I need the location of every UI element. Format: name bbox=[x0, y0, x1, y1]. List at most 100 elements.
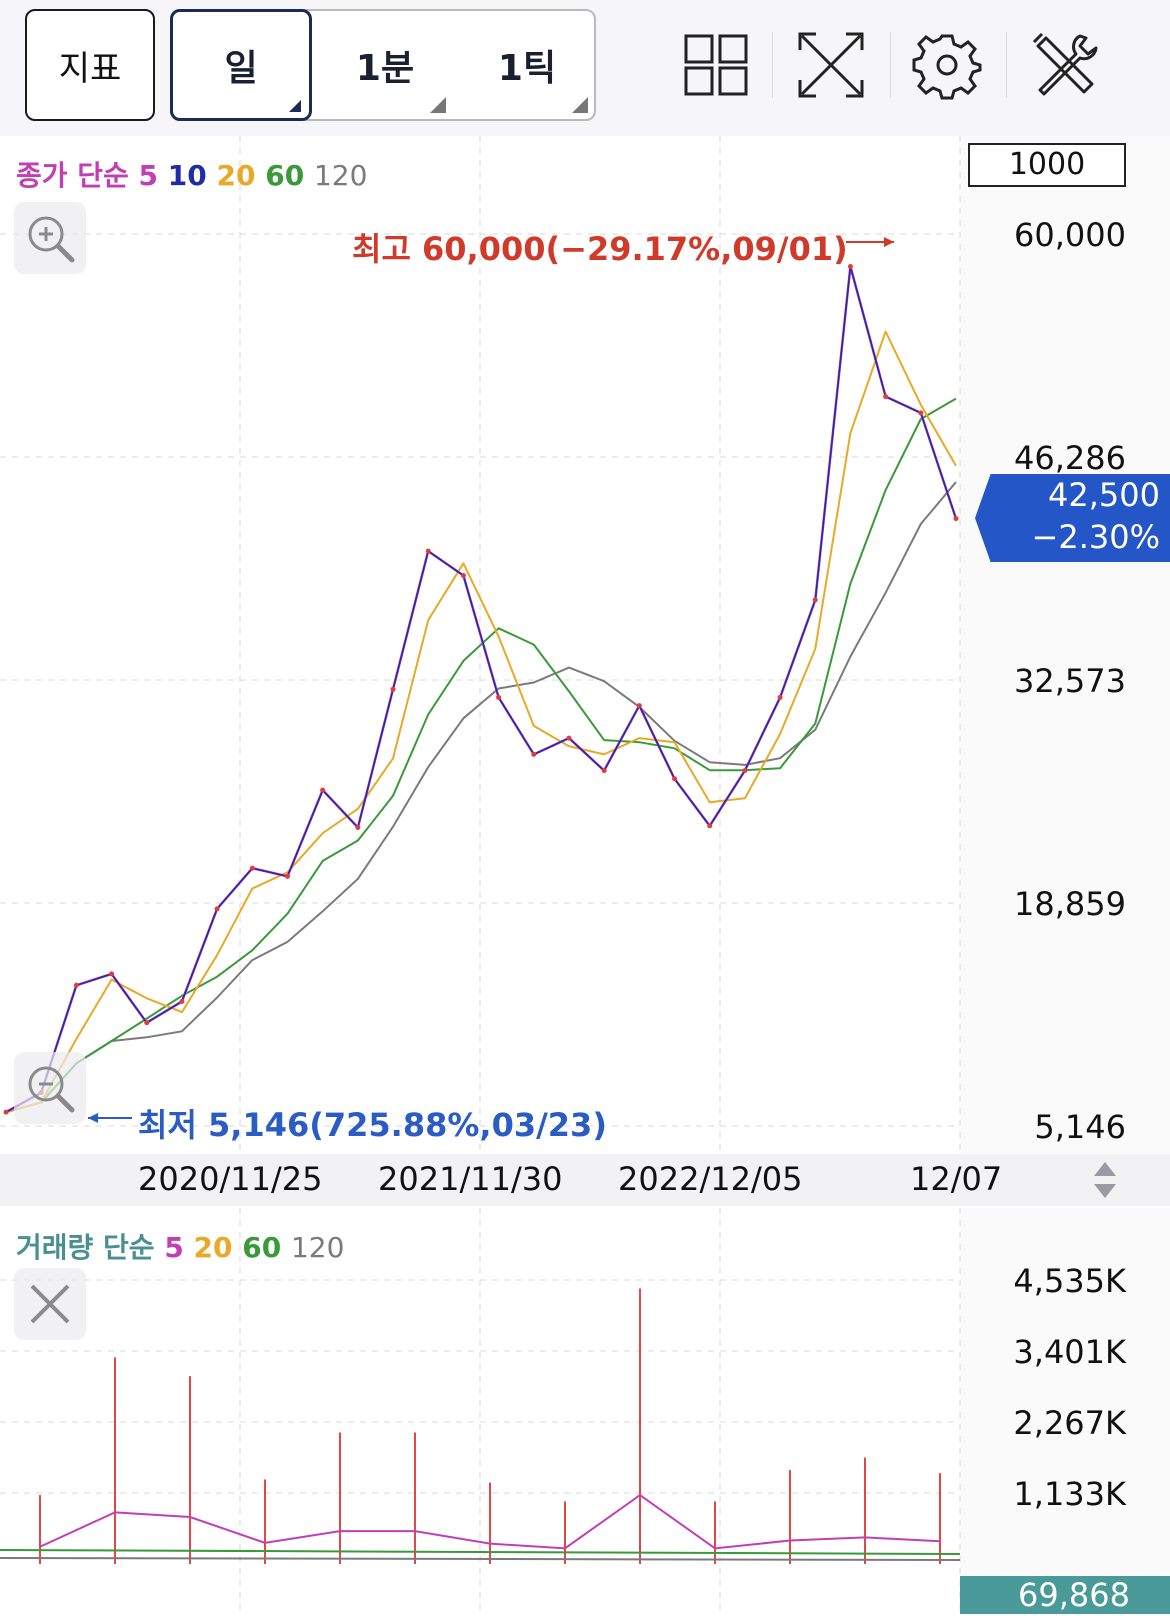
period-tab-label: 1분 bbox=[355, 48, 415, 89]
zoom-in-icon bbox=[28, 216, 75, 263]
price-point bbox=[953, 516, 959, 522]
legend-vol-ma20: 20 bbox=[193, 1231, 233, 1264]
y-tick-label: 2,267K bbox=[1013, 1404, 1127, 1442]
volume-ma-legend[interactable]: 거래량 단순 5 20 60 120 bbox=[16, 1226, 344, 1266]
toolbar-divider bbox=[1006, 32, 1007, 98]
price-point bbox=[460, 572, 466, 578]
legend-vol-ma60: 60 bbox=[242, 1231, 282, 1264]
layout-grid-icon[interactable] bbox=[682, 30, 752, 100]
price-point bbox=[320, 787, 326, 793]
period-dropdown-corner-icon bbox=[289, 100, 301, 112]
legend-ma10: 10 bbox=[167, 159, 207, 192]
price-point bbox=[284, 873, 290, 879]
price-point bbox=[636, 703, 642, 709]
y-tick-label: 46,286 bbox=[1014, 439, 1126, 477]
settings-gear-icon[interactable] bbox=[912, 30, 982, 100]
y-tick-label: 3,401K bbox=[1013, 1333, 1127, 1371]
y-tick-label: 5,146 bbox=[1034, 1108, 1126, 1146]
price-point bbox=[496, 694, 502, 700]
volume-chart[interactable]: 4,535K 3,401K 2,267K 1,133K bbox=[0, 1208, 1170, 1614]
price-point bbox=[601, 768, 607, 774]
legend-prefix: 종가 단순 bbox=[16, 159, 129, 192]
updown-arrow-icon[interactable] bbox=[1090, 1158, 1120, 1202]
price-point bbox=[566, 735, 572, 741]
price-point bbox=[531, 751, 537, 757]
high-price-annotation: 최고 60,000(−29.17%,09/01) bbox=[352, 230, 848, 268]
price-point bbox=[390, 686, 396, 692]
y-tick-label: 18,859 bbox=[1014, 885, 1126, 923]
zoom-out-icon bbox=[28, 1066, 75, 1113]
legend-ma5: 5 bbox=[138, 159, 159, 192]
ma10-line bbox=[5, 265, 957, 1113]
legend-ma120: 120 bbox=[313, 159, 368, 192]
price-series bbox=[3, 237, 959, 1123]
zoom-in-button[interactable] bbox=[14, 202, 86, 274]
price-point bbox=[883, 394, 889, 400]
price-point bbox=[777, 694, 783, 700]
date-tick-label: 2021/11/30 bbox=[378, 1160, 563, 1198]
price-point bbox=[249, 865, 255, 871]
period-dropdown-corner-icon bbox=[430, 97, 446, 113]
price-point bbox=[672, 776, 678, 782]
low-price-annotation: 최저 5,146(725.88%,03/23) bbox=[138, 1106, 607, 1144]
period-tab-label: 1틱 bbox=[497, 48, 557, 89]
legend-vol-ma5: 5 bbox=[164, 1231, 184, 1264]
toolbar: 지표 일 1분 1틱 bbox=[0, 0, 1170, 136]
price-point bbox=[742, 768, 748, 774]
period-tab-label: 일 bbox=[224, 48, 258, 89]
period-tab-day[interactable]: 일 bbox=[170, 9, 312, 121]
current-price-change: −2.30% bbox=[1031, 518, 1160, 556]
price-point bbox=[3, 1109, 9, 1115]
price-ma-legend[interactable]: 종가 단순 5 10 20 60 120 bbox=[16, 154, 367, 194]
date-tick-label: 2020/11/25 bbox=[138, 1160, 323, 1198]
indicator-button[interactable]: 지표 bbox=[25, 9, 155, 121]
fullscreen-icon[interactable] bbox=[796, 30, 866, 100]
y-tick-label: 4,535K bbox=[1013, 1262, 1127, 1300]
low-marker-arrow bbox=[88, 1113, 98, 1123]
indicator-button-label: 지표 bbox=[58, 48, 122, 89]
y-tick-label: 32,573 bbox=[1014, 662, 1126, 700]
price-point bbox=[179, 999, 185, 1005]
volume-grid: 4,535K 3,401K 2,267K 1,133K bbox=[0, 1208, 1127, 1614]
period-tab-tick[interactable]: 1틱 bbox=[456, 9, 598, 121]
price-point bbox=[73, 982, 79, 988]
volume-ma120-line bbox=[0, 1557, 961, 1561]
date-tick-label: 12/07 bbox=[910, 1160, 1003, 1198]
ma120-line bbox=[5, 481, 957, 1114]
date-axis[interactable]: 2020/11/25 2021/11/30 2022/12/05 12/07 bbox=[0, 1154, 1170, 1206]
close-icon bbox=[30, 1284, 70, 1324]
legend-ma60: 60 bbox=[265, 159, 305, 192]
close-volume-button[interactable] bbox=[14, 1268, 86, 1340]
price-point bbox=[144, 1020, 150, 1026]
count-value: 1000 bbox=[1008, 147, 1086, 182]
toolbar-divider bbox=[772, 32, 773, 98]
price-point bbox=[812, 597, 818, 603]
price-point bbox=[847, 264, 853, 270]
volume-series bbox=[0, 1288, 961, 1564]
price-point bbox=[355, 825, 361, 831]
current-price-value: 42,500 bbox=[1048, 476, 1160, 514]
period-dropdown-corner-icon bbox=[572, 97, 588, 113]
price-point bbox=[707, 823, 713, 829]
y-tick-label: 1,133K bbox=[1013, 1475, 1127, 1513]
ma5-line bbox=[5, 265, 958, 1114]
tools-icon[interactable] bbox=[1030, 30, 1100, 100]
count-input-box[interactable]: 1000 bbox=[968, 143, 1126, 187]
price-grid: 60,000 46,286 32,573 18,859 5,146 bbox=[0, 136, 1126, 1154]
ma60-line bbox=[5, 397, 957, 1114]
period-tab-minute[interactable]: 1분 bbox=[314, 9, 456, 121]
period-selector: 일 1분 1틱 bbox=[170, 9, 596, 121]
current-volume-badge: 69,868 bbox=[960, 1576, 1170, 1614]
volume-chart-panel[interactable]: 4,535K 3,401K 2,267K 1,133K 거래량 단순 5 20 60 … bbox=[0, 1208, 1170, 1614]
price-point bbox=[214, 906, 220, 912]
legend-ma20: 20 bbox=[216, 159, 256, 192]
legend-vol-ma120: 120 bbox=[290, 1231, 345, 1264]
current-price-badge: 42,500 −2.30% bbox=[975, 474, 1170, 562]
zoom-out-button[interactable] bbox=[14, 1052, 86, 1124]
volume-ma60-line bbox=[0, 1549, 961, 1555]
price-chart[interactable]: 60,000 46,286 32,573 18,859 5,146 bbox=[0, 136, 1170, 1154]
volume-legend-prefix: 거래량 단순 bbox=[16, 1231, 155, 1264]
current-volume-value: 69,868 bbox=[1018, 1576, 1130, 1614]
price-point bbox=[918, 410, 924, 416]
price-chart-panel[interactable]: 60,000 46,286 32,573 18,859 5,146 종가 단순 5 10… bbox=[0, 136, 1170, 1154]
